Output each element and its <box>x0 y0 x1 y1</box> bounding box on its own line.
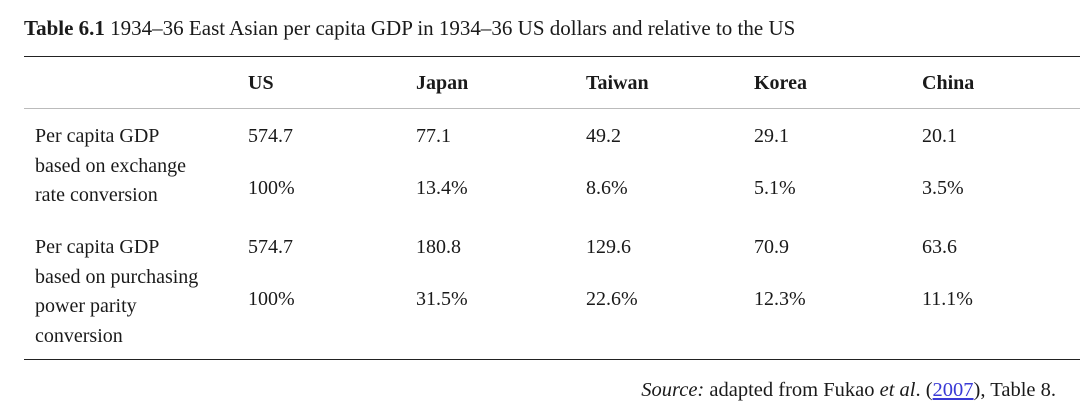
table-cell: 49.2 <box>586 125 621 147</box>
row-label-line: based on exchange <box>35 154 187 177</box>
table-cell: 63.6 <box>922 236 957 258</box>
row-label-line: power parity <box>35 295 137 317</box>
source-text: . ( <box>915 379 933 401</box>
row-label-line: based on purchasing <box>35 265 199 288</box>
table-cell: 70.9 <box>754 236 789 258</box>
column-header-korea: Korea <box>754 72 807 94</box>
row-label-ppp: Per capita GDP based on purchasing power… <box>35 233 235 351</box>
row-label-line: conversion <box>35 324 123 347</box>
table-cell: 180.8 <box>416 236 461 258</box>
table-cell: 574.7 <box>248 236 293 258</box>
top-rule <box>24 56 1080 57</box>
citation-link[interactable]: 2007 <box>932 379 974 401</box>
table-cell: 22.6% <box>586 288 638 310</box>
table-cell: 3.5% <box>922 177 964 199</box>
header-rule <box>24 108 1080 109</box>
row-label-line: rate conversion <box>35 184 158 206</box>
table-cell: 100% <box>248 177 295 199</box>
bottom-rule <box>24 359 1080 360</box>
table-cell: 574.7 <box>248 125 293 147</box>
column-header-japan: Japan <box>416 72 469 94</box>
table-title: 1934–36 East Asian per capita GDP in 193… <box>110 16 796 40</box>
source-text: ), Table 8. <box>973 379 1056 401</box>
column-header-china: China <box>922 72 975 94</box>
table-cell: 11.1% <box>922 288 973 310</box>
table-cell: 20.1 <box>922 125 957 147</box>
row-label-line: Per capita GDP <box>35 236 160 258</box>
table-cell: 129.6 <box>586 236 631 258</box>
table-cell: 8.6% <box>586 177 628 199</box>
column-header-taiwan: Taiwan <box>586 72 649 94</box>
column-header-us: US <box>248 72 274 94</box>
row-label-exchange-rate: Per capita GDP based on exchange rate co… <box>35 122 235 211</box>
table-cell: 5.1% <box>754 177 796 199</box>
table-cell: 31.5% <box>416 288 468 310</box>
table-cell: 77.1 <box>416 125 451 147</box>
table-cell: 29.1 <box>754 125 789 147</box>
source-text: adapted from Fukao <box>704 379 880 401</box>
source-note: Source: adapted from Fukao et al. (2007)… <box>641 376 1056 404</box>
table-cell: 12.3% <box>754 288 806 310</box>
row-label-line: Per capita GDP <box>35 125 160 147</box>
source-et-al: et al <box>879 379 916 401</box>
table-number: Table 6.1 <box>24 16 105 40</box>
table-cell: 100% <box>248 288 295 310</box>
source-label: Source: <box>641 379 705 401</box>
table-cell: 13.4% <box>416 177 468 199</box>
table-caption: Table 6.1 1934–36 East Asian per capita … <box>24 14 795 42</box>
